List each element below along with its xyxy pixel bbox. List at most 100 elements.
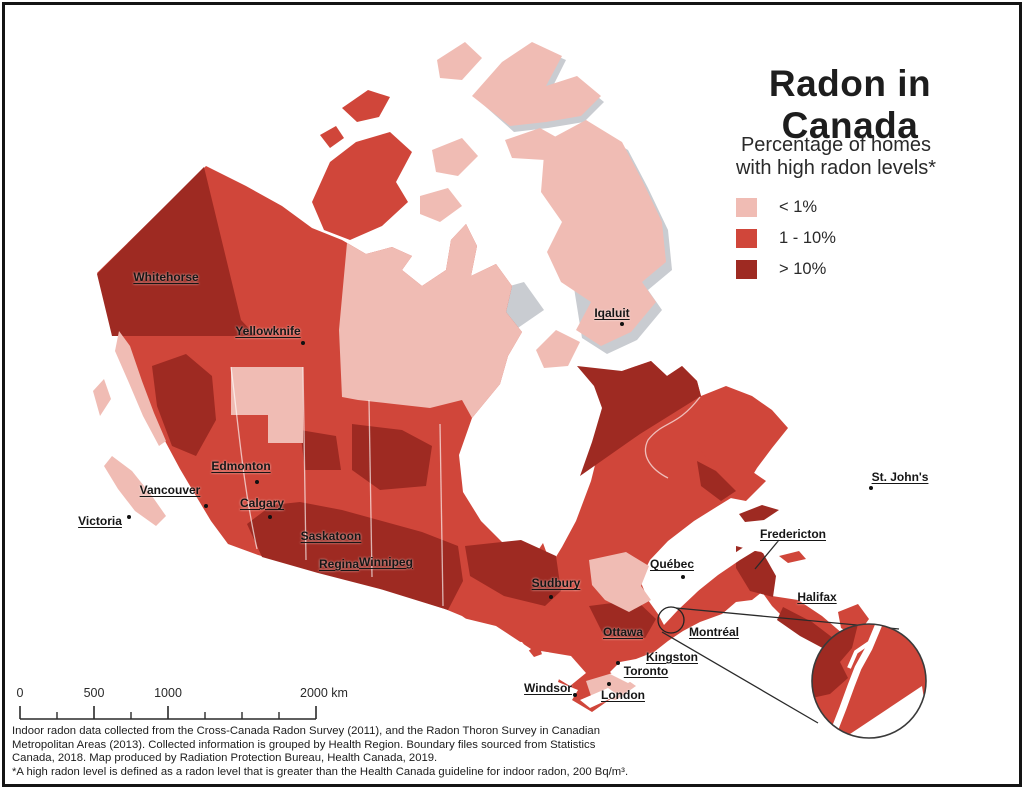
region-northern-alberta [231, 367, 303, 443]
city-dot-st-johns [869, 486, 873, 490]
legend-item-high: > 10% [736, 258, 966, 280]
footnote: Indoor radon data collected from the Cro… [12, 725, 692, 779]
city-dot-london [607, 682, 611, 686]
region-quebec-city-area [589, 552, 651, 612]
region-mid-arctic-island-2 [420, 188, 462, 222]
scale-bar: 0 500 1000 2000 km [12, 686, 352, 724]
city-label-montreal: Montréal [688, 625, 740, 639]
city-dot-quebec [681, 575, 685, 579]
footnote-line-2: Metropolitan Areas (2013). Collected inf… [12, 738, 596, 751]
region-vancouver-island [104, 456, 166, 526]
region-bc-interior [152, 354, 216, 456]
region-nw-arctic-island [437, 42, 482, 80]
city-dot-iqaluit [620, 322, 624, 326]
water-lake-erie [580, 688, 618, 708]
scale-label-2000km: 2000 km [300, 686, 348, 700]
footnote-line-1: Indoor radon data collected from the Cro… [12, 725, 601, 737]
region-ellesmere-islands [472, 42, 601, 126]
city-label-sudbury: Sudbury [531, 576, 581, 590]
city-label-toronto: Toronto [623, 664, 669, 678]
footnote-line-4: *A high radon level is defined as a rado… [12, 765, 629, 778]
region-yukon [97, 167, 256, 336]
border-alberta-saskatchewan [302, 366, 307, 561]
legend-swatch-low [736, 197, 757, 217]
border-quebec-labrador [644, 396, 701, 479]
region-ottawa-valley [589, 600, 656, 638]
footnote-line-3: Canada, 2018. Map produced by Radiation … [12, 752, 438, 765]
city-dot-yellowknife [301, 341, 305, 345]
city-label-calgary: Calgary [239, 496, 285, 510]
montreal-highlight-circle [657, 606, 685, 634]
city-label-saskatoon: Saskatoon [300, 529, 362, 543]
region-haida-gwaii [93, 379, 111, 416]
city-label-halifax: Halifax [797, 590, 837, 604]
scale-bar-ticks [19, 706, 317, 720]
legend: Percentage of homes with high radon leve… [706, 134, 966, 289]
city-label-victoria: Victoria [78, 514, 122, 528]
city-label-vancouver: Vancouver [139, 483, 201, 497]
city-label-regina: Regina [318, 557, 360, 571]
region-northern-manitoba [352, 424, 432, 490]
city-label-yellowknife: Yellowknife [235, 324, 301, 338]
scale-label-0: 0 [16, 686, 24, 700]
region-pei [779, 551, 806, 563]
inset-river [828, 624, 883, 738]
city-label-winnipeg: Winnipeg [359, 555, 413, 569]
legend-title: Percentage of homes with high radon leve… [735, 134, 937, 179]
legend-item-mid: 1 - 10% [736, 227, 966, 249]
region-bc-coast-strip [115, 331, 166, 446]
region-southern-prairies [247, 502, 463, 610]
region-northwest-ontario [465, 540, 561, 606]
city-label-quebec: Québec [649, 557, 695, 571]
region-banks-island [342, 90, 390, 122]
region-anticosti-island [739, 505, 779, 522]
legend-swatch-high [736, 259, 757, 279]
region-nova-scotia [777, 607, 837, 652]
city-label-iqaluit: Iqaluit [594, 306, 630, 320]
fredericton-leader-line [754, 539, 780, 570]
water-lake-huron [541, 651, 586, 686]
city-dot-toronto [616, 661, 620, 665]
city-dot-edmonton [255, 480, 259, 484]
scale-label-1000: 1000 [154, 686, 182, 700]
inset-river-branch [847, 639, 874, 669]
scale-label-500: 500 [83, 686, 105, 700]
region-northeast-quebec [577, 361, 701, 476]
city-label-fredericton: Fredericton [759, 527, 827, 541]
region-mainland [97, 166, 848, 712]
water-lake-superior [456, 617, 531, 661]
region-new-brunswick [736, 546, 776, 597]
montreal-inset-outline [811, 623, 927, 739]
city-label-kingston: Kingston [646, 650, 698, 664]
page-title: Radon in Canada [768, 62, 932, 146]
city-label-edmonton: Edmonton [211, 459, 271, 473]
city-label-windsor: Windsor [524, 681, 572, 695]
region-nunavut-mainland [339, 224, 522, 418]
border-saskatchewan-manitoba [368, 399, 373, 578]
water-lake-ontario [610, 662, 652, 683]
region-victoria-island [312, 132, 412, 240]
water-st-lawrence [660, 543, 758, 622]
region-newfoundland-south [697, 461, 736, 501]
region-devon-island [505, 128, 565, 160]
city-label-st-johns: St. John's [871, 470, 929, 484]
legend-items: < 1% 1 - 10% > 10% [706, 196, 966, 280]
city-dot-sudbury [549, 595, 553, 599]
city-label-ottawa: Ottawa [602, 625, 644, 639]
city-dot-calgary [268, 515, 272, 519]
city-dot-vancouver [204, 504, 208, 508]
region-small-red-islet [320, 126, 344, 148]
legend-swatch-mid [736, 228, 757, 248]
region-southampton-island [536, 330, 580, 368]
city-label-london: London [601, 688, 645, 702]
city-label-whitehorse: Whitehorse [133, 270, 199, 284]
legend-item-low: < 1% [736, 196, 966, 218]
city-dot-victoria [127, 515, 131, 519]
region-baffin-island [541, 120, 666, 346]
city-dot-windsor [573, 693, 577, 697]
magnifier-line-bottom [661, 631, 819, 724]
border-bc-alberta [230, 366, 258, 550]
region-central-alberta-east [300, 430, 341, 470]
